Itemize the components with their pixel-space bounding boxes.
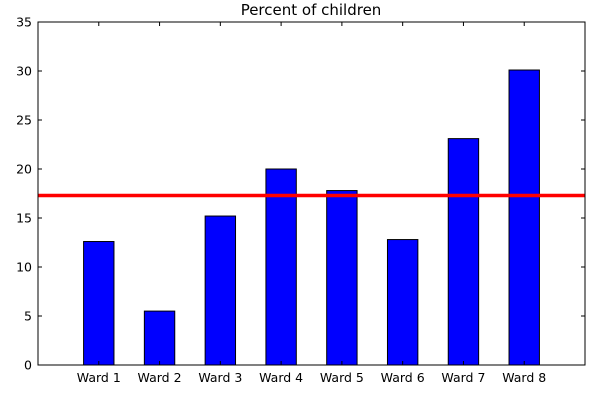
- bar-3: [204, 215, 237, 366]
- y-tick-label: 30: [16, 64, 32, 79]
- y-tick-label: 15: [16, 211, 32, 226]
- x-tick-label: Ward 5: [320, 370, 364, 385]
- y-tick-label: 20: [16, 162, 32, 177]
- bar-2: [143, 310, 176, 366]
- chart-title: Percent of children: [241, 1, 382, 19]
- x-tick-label: Ward 4: [259, 370, 303, 385]
- x-tick-label: Ward 6: [381, 370, 425, 385]
- bar-4: [265, 168, 297, 366]
- x-tick-label: Ward 7: [441, 370, 485, 385]
- y-tick-label: 0: [24, 358, 32, 373]
- bar-8: [508, 69, 540, 366]
- plot-area: 0 5 10 15 20 25 30 35 Ward 1 Ward 2 Ward 3 Ward 4 Wa…: [16, 15, 585, 385]
- plot-frame: [37, 21, 586, 366]
- x-tick-label: Ward 2: [138, 370, 182, 385]
- x-tick-label: Ward 3: [198, 370, 242, 385]
- y-tick-label: 25: [16, 113, 32, 128]
- bar-6: [386, 239, 419, 366]
- bar-1: [83, 241, 115, 366]
- y-tick-label: 35: [16, 15, 32, 30]
- bar-5: [326, 190, 358, 366]
- y-tick-label: 10: [16, 260, 32, 275]
- x-tick-label: Ward 8: [502, 370, 546, 385]
- y-tick-label: 5: [24, 309, 32, 324]
- x-tick-label: Ward 1: [77, 370, 121, 385]
- bar-7: [447, 138, 480, 366]
